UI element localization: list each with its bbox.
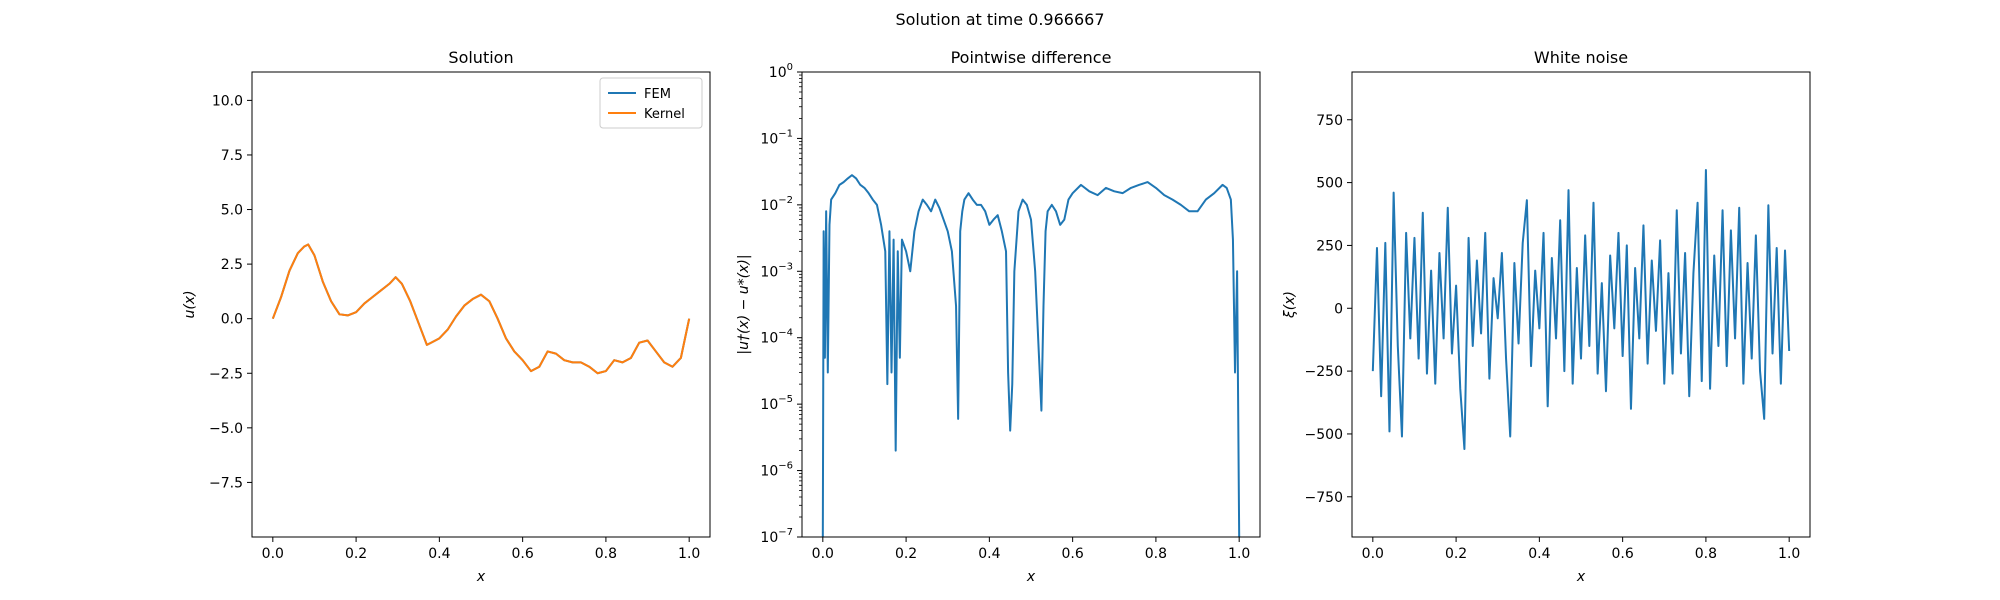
data-lines (271, 243, 691, 375)
y-tick-label: 10−2 (760, 195, 793, 214)
x-tick-label: 1.0 (1228, 546, 1250, 562)
y-tick-label: 2.5 (221, 257, 243, 273)
y-tick-label: 10−5 (760, 394, 793, 413)
series-line-data (821, 174, 1241, 537)
y-tick-label: −750 (1305, 490, 1343, 506)
y-tick-label: −500 (1305, 427, 1343, 443)
x-tick-label: 0.8 (595, 546, 617, 562)
y-tick-label: 7.5 (221, 148, 243, 164)
y-tick-label: 10.0 (212, 93, 243, 109)
x-tick-label: 0.6 (512, 546, 534, 562)
panel-white-noise: 0.0 0.2 0.4 0.6 0.8 1.0 −750 −500 −250 0 250 500 750… (1282, 48, 1811, 585)
y-tick-label: −2.5 (209, 366, 243, 382)
y-axis-label: u(x) (182, 290, 198, 318)
y-tick-label: −5.0 (209, 421, 243, 437)
x-tick-label: 0.0 (812, 546, 834, 562)
data-lines (821, 174, 1241, 537)
x-tick-label: 0.2 (895, 546, 917, 562)
y-tick-label: 250 (1316, 238, 1343, 254)
x-tick-label: 0.8 (1145, 546, 1167, 562)
y-tick-label: 10−3 (760, 261, 793, 280)
x-tick-label: 1.0 (678, 546, 700, 562)
x-axis-label: x (476, 569, 486, 585)
y-tick-label: 750 (1316, 113, 1343, 129)
series-line-data (1371, 169, 1791, 451)
x-tick-label: 0.8 (1695, 546, 1717, 562)
y-tick-label: 500 (1316, 176, 1343, 192)
x-tick-label: 0.2 (1445, 546, 1467, 562)
axes-frame (1351, 71, 1811, 538)
y-tick-label: 0 (1334, 301, 1343, 317)
panel-solution: 0.0 0.2 0.4 0.6 0.8 1.0 −7.5 −5.0 −2.5 0.0 2.5 5.0 7… (182, 48, 711, 585)
x-tick-label: 0.2 (345, 546, 367, 562)
y-axis-label: ξ(x) (1282, 291, 1298, 319)
y-tick-label: 10−4 (760, 328, 793, 347)
x-tick-label: 0.0 (1362, 546, 1384, 562)
legend-box (599, 77, 703, 129)
y-tick-label: −250 (1305, 364, 1343, 380)
y-tick-label: 5.0 (221, 203, 243, 219)
x-tick-label: 0.6 (1062, 546, 1084, 562)
axes-frame (801, 71, 1261, 538)
y-tick-label: 0.0 (221, 312, 243, 328)
y-tick-label: 100 (769, 62, 793, 81)
x-tick-label: 0.4 (428, 546, 450, 562)
x-tick-label: 0.6 (1612, 546, 1634, 562)
data-lines (1371, 169, 1791, 451)
legend-label-fem: FEM (644, 87, 671, 102)
y-axis-label: |u†(x) − u*(x)| (736, 254, 752, 354)
x-tick-label: 0.4 (1528, 546, 1550, 562)
y-tick-label: 10−7 (760, 527, 793, 546)
panel-title: Pointwise difference (951, 48, 1112, 67)
legend-label-kernel: Kernel (644, 107, 685, 122)
x-tick-label: 1.0 (1778, 546, 1800, 562)
x-axis-label: x (1026, 569, 1036, 585)
y-tick-label: 10−1 (760, 128, 793, 147)
panel-title: White noise (1534, 48, 1628, 67)
legend: FEM Kernel (599, 77, 703, 129)
axes-frame (251, 71, 711, 538)
figure-suptitle: Solution at time 0.966667 (895, 10, 1105, 29)
x-axis-label: x (1576, 569, 1586, 585)
y-tick-label: 10−6 (760, 461, 793, 480)
panel-title: Solution (448, 48, 513, 67)
series-line-kernel (271, 243, 691, 375)
y-tick-label: −7.5 (209, 475, 243, 491)
x-tick-label: 0.4 (978, 546, 1000, 562)
x-tick-label: 0.0 (262, 546, 284, 562)
panel-pointwise-difference: 0.0 0.2 0.4 0.6 0.8 1.0 10−7 10−6 10−5 10−4 10−3 10… (736, 48, 1261, 585)
